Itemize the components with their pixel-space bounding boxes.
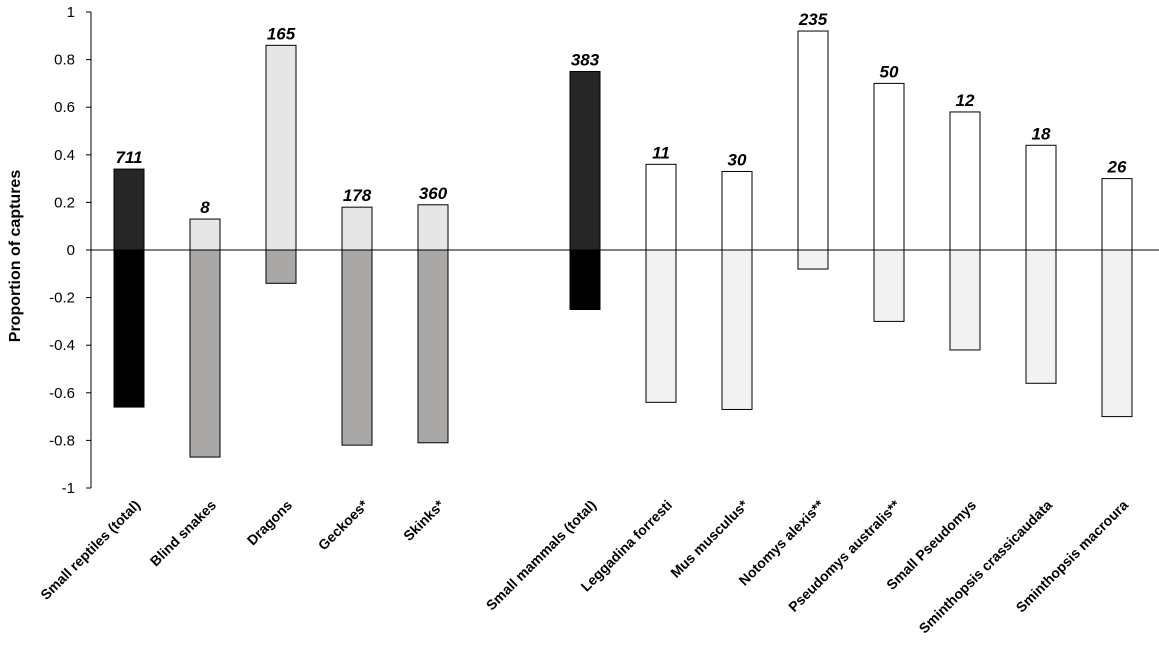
category-label: Mus musculus* xyxy=(667,496,751,580)
bar-positive xyxy=(265,44,297,251)
bar-count-label: 50 xyxy=(880,62,899,81)
bar-negative xyxy=(341,249,373,446)
category-label: Geckoes* xyxy=(315,496,372,553)
bar-negative xyxy=(949,249,981,351)
bar-positive xyxy=(1101,178,1133,251)
y-tick-label: 0.8 xyxy=(54,52,75,69)
bar-count-label: 8 xyxy=(200,198,210,217)
bar-positive xyxy=(873,82,905,251)
bar-negative xyxy=(1025,249,1057,384)
y-tick-label: 1 xyxy=(67,4,75,21)
bar-count-label: 18 xyxy=(1032,124,1051,143)
bar-positive xyxy=(1025,144,1057,251)
y-tick-label: 0.2 xyxy=(54,194,75,211)
bar-negative xyxy=(265,249,297,284)
bar-positive xyxy=(341,206,373,251)
bar-count-label: 12 xyxy=(956,91,975,110)
bar-negative xyxy=(569,249,601,310)
bar-positive xyxy=(417,204,449,251)
bar-negative xyxy=(189,249,221,458)
y-tick-label: -0.2 xyxy=(49,290,75,307)
bar-positive xyxy=(797,30,829,251)
y-tick-label: 0.6 xyxy=(54,99,75,116)
category-label: Blind snakes xyxy=(147,497,220,570)
bar-negative xyxy=(645,249,677,403)
bar-negative xyxy=(417,249,449,444)
bar-negative xyxy=(1101,249,1133,418)
bar-positive xyxy=(949,111,981,251)
bar-count-label: 383 xyxy=(571,51,600,70)
bar-count-label: 178 xyxy=(343,186,372,205)
category-label: Skinks* xyxy=(400,496,447,543)
bar-count-label: 165 xyxy=(267,24,296,43)
y-tick-label: -0.8 xyxy=(49,432,75,449)
bar-count-label: 360 xyxy=(419,184,448,203)
bar-negative xyxy=(721,249,753,410)
bar-negative xyxy=(113,249,145,408)
bar-count-label: 711 xyxy=(115,148,142,167)
bar-count-label: 26 xyxy=(1107,158,1127,177)
bar-negative xyxy=(873,249,905,322)
bar-positive xyxy=(189,218,221,251)
bar-count-label: 11 xyxy=(652,143,670,162)
category-label: Small mammals (total) xyxy=(483,497,599,613)
category-label: Small reptiles (total) xyxy=(37,497,143,603)
bar-positive xyxy=(645,163,677,251)
y-tick-label: -0.6 xyxy=(49,385,75,402)
bar-positive xyxy=(721,170,753,251)
category-label: Dragons xyxy=(244,497,296,549)
bar-positive xyxy=(113,168,145,251)
y-tick-label: -1 xyxy=(62,480,75,497)
y-tick-label: -0.4 xyxy=(49,337,75,354)
category-label: Sminthopsis crassicaudata xyxy=(916,497,1056,637)
y-tick-label: 0 xyxy=(67,242,75,259)
bar-negative xyxy=(797,249,829,270)
y-tick-label: 0.4 xyxy=(54,147,75,164)
y-axis-title: Proportion of captures xyxy=(7,170,24,343)
bar-count-label: 30 xyxy=(728,150,747,169)
bar-positive xyxy=(569,71,601,251)
bar-count-label: 235 xyxy=(798,10,828,29)
